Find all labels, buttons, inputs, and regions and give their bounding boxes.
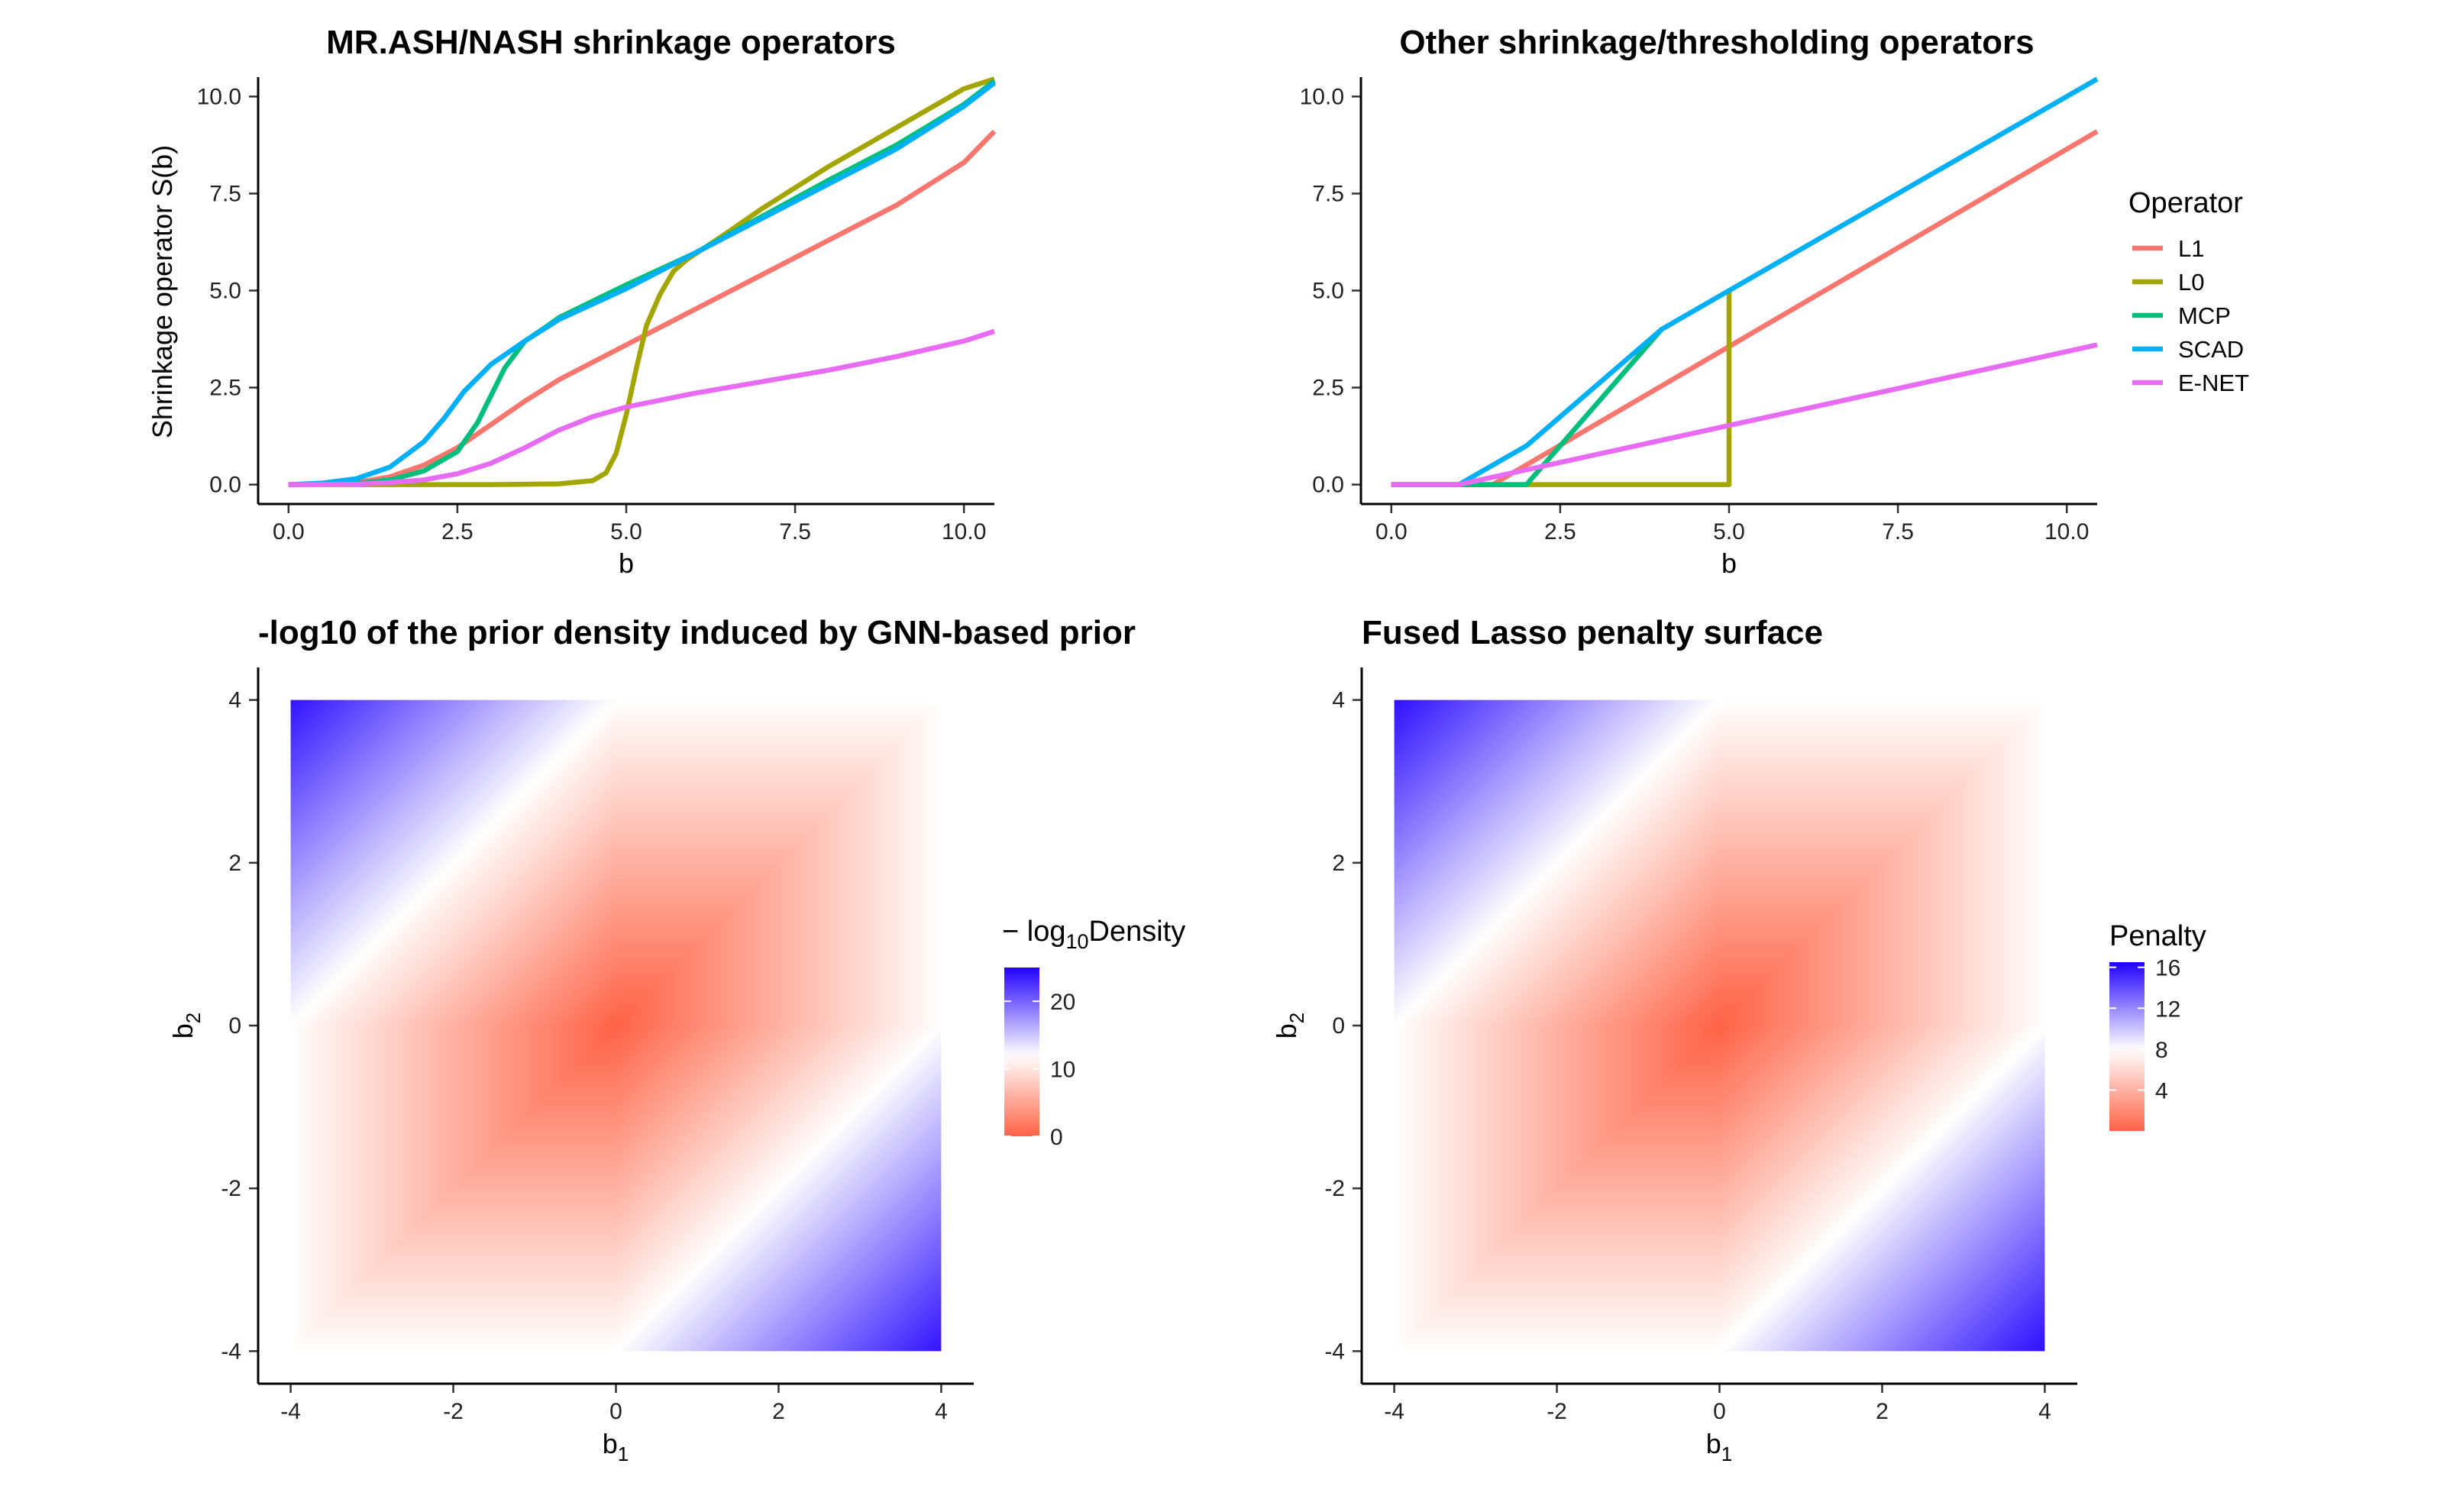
colorbar-tick-label: 8: [2155, 1038, 2168, 1063]
panel-mrash-shrinkage: MR.ASH/NASH shrinkage operators 0.0 2.5 5.…: [147, 24, 997, 579]
y-tick-label: 0: [228, 1013, 241, 1039]
y-axis-label: Shrinkage operator S(b): [147, 145, 178, 438]
y-tick-label: -4: [221, 1339, 241, 1364]
x-axis-label: b1: [1706, 1428, 1733, 1465]
colorbar-tick-label: 10: [1050, 1058, 1075, 1083]
y-tick-label: -4: [1324, 1339, 1345, 1364]
y-tick-label: 2: [228, 851, 241, 876]
y-tick-label: 0.0: [209, 473, 241, 498]
legend-label: L0: [2178, 269, 2204, 296]
series-line-e-net: [1391, 342, 2098, 487]
series-line-scad: [288, 81, 996, 487]
x-tick-label: -2: [443, 1399, 464, 1424]
legend-label: L1: [2178, 235, 2204, 262]
x-axis-label: b: [1721, 548, 1737, 579]
heatmap-surface: [290, 699, 942, 1352]
y-axis-label: b2: [167, 1013, 205, 1039]
x-tick-label: 10.0: [942, 519, 986, 544]
colorbar-tick-label: 4: [2155, 1078, 2168, 1103]
legend-label: SCAD: [2178, 336, 2244, 363]
colorbar-tick-label: 20: [1050, 990, 1075, 1015]
series-line-l0: [288, 76, 995, 487]
y-axis-label: b2: [1271, 1013, 1308, 1039]
colorbar: [1004, 968, 1039, 1136]
x-tick-label: 2: [1876, 1399, 1889, 1424]
y-tick-label: 2.5: [209, 376, 241, 401]
x-axis-label: b: [619, 548, 634, 579]
legend-title: Penalty: [2109, 920, 2206, 952]
series-line-l1: [1391, 129, 2099, 487]
x-tick-label: 0.0: [273, 519, 305, 544]
y-tick-label: -2: [1324, 1176, 1345, 1201]
x-tick-label: 4: [2038, 1399, 2051, 1424]
panel-gnn-prior-heatmap: -log10 of the prior density induced by G…: [167, 614, 1185, 1465]
x-tick-label: 4: [935, 1399, 948, 1424]
legend-title: Operator: [2128, 187, 2243, 219]
y-tick-label: 4: [1332, 688, 1345, 713]
x-tick-label: 0.0: [1375, 519, 1408, 544]
colorbar-legend: Penalty 4 8 12 16: [2109, 920, 2206, 1131]
y-tick-label: 0.0: [1312, 473, 1344, 498]
colorbar-legend: − log10Density 0 10 20: [1002, 916, 1185, 1150]
y-tick-label: 2: [1332, 851, 1345, 876]
heatmap-surface: [1394, 699, 2045, 1352]
colorbar-tick-label: 0: [1050, 1125, 1063, 1150]
x-tick-label: -2: [1547, 1399, 1567, 1424]
y-tick-label: 10.0: [197, 84, 241, 109]
y-tick-label: 7.5: [209, 181, 241, 206]
x-tick-label: 10.0: [2044, 519, 2089, 544]
legend-label: MCP: [2178, 302, 2231, 329]
x-axis-label: b1: [603, 1428, 629, 1465]
y-tick-label: -2: [221, 1176, 241, 1201]
x-tick-label: -4: [280, 1399, 301, 1424]
legend-label: E-NET: [2178, 370, 2249, 396]
x-tick-label: 5.0: [610, 519, 642, 544]
x-tick-label: 2.5: [1544, 519, 1576, 544]
y-tick-label: 10.0: [1300, 84, 1344, 109]
chart-title: MR.ASH/NASH shrinkage operators: [326, 24, 896, 61]
legend: Operator L1 L0 MCP SCAD E-NET: [2128, 187, 2249, 396]
series-line-l1: [288, 129, 997, 487]
x-tick-label: 2: [772, 1399, 785, 1424]
chart-title: Fused Lasso penalty surface: [1362, 614, 1823, 651]
y-tick-label: 5.0: [1312, 279, 1344, 304]
y-tick-label: 7.5: [1312, 181, 1344, 206]
x-tick-label: 5.0: [1713, 519, 1745, 544]
y-tick-label: 4: [228, 688, 241, 713]
y-tick-label: 0: [1332, 1013, 1345, 1039]
chart-title: -log10 of the prior density induced by G…: [258, 614, 1136, 651]
x-tick-label: -4: [1384, 1399, 1404, 1424]
colorbar-tick-label: 16: [2155, 956, 2180, 981]
series-line-e-net: [288, 328, 995, 487]
chart-title: Other shrinkage/thresholding operators: [1399, 24, 2034, 61]
x-tick-label: 0: [1713, 1399, 1726, 1424]
x-tick-label: 2.5: [441, 519, 474, 544]
colorbar: [2109, 962, 2145, 1131]
x-tick-label: 7.5: [1882, 519, 1914, 544]
x-tick-label: 0: [609, 1399, 622, 1424]
panel-fused-lasso-heatmap: Fused Lasso penalty surface -4 -2 0 2 4 -4 -2 0…: [1271, 614, 2206, 1465]
y-tick-label: 2.5: [1312, 376, 1344, 401]
legend-title: − log10Density: [1002, 916, 1185, 953]
panel-other-shrinkage: Other shrinkage/thresholding operators 0…: [1300, 24, 2249, 579]
x-tick-label: 7.5: [779, 519, 811, 544]
y-tick-label: 5.0: [209, 279, 241, 304]
colorbar-tick-label: 12: [2155, 997, 2180, 1022]
